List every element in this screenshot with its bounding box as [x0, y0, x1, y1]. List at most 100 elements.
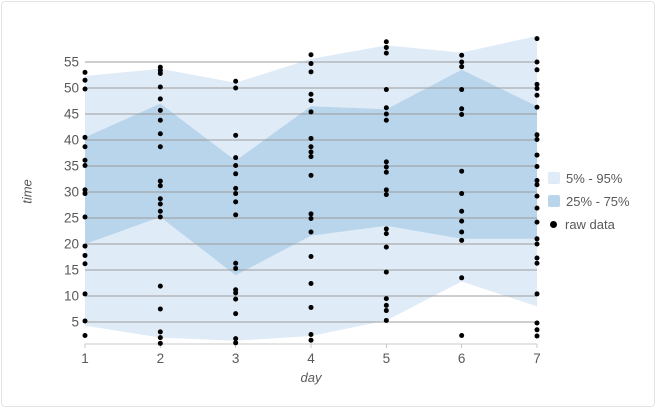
- x-tick-label: 1: [81, 351, 89, 366]
- raw-data-point: [534, 333, 540, 339]
- raw-data-point: [82, 191, 88, 197]
- legend-item-raw-data[interactable]: raw data: [548, 217, 630, 232]
- raw-data-point: [308, 149, 314, 155]
- raw-data-point: [534, 59, 540, 65]
- raw-data-point: [233, 191, 239, 197]
- raw-data-point: [534, 178, 540, 184]
- raw-data-point: [534, 132, 540, 138]
- band-dark-swatch-icon: [548, 195, 560, 207]
- raw-data-point: [459, 87, 465, 93]
- raw-data-point: [157, 183, 163, 189]
- raw-data-point: [233, 265, 239, 271]
- raw-data-point: [308, 109, 314, 115]
- raw-data-point: [157, 196, 163, 202]
- raw-data-point: [82, 243, 88, 249]
- raw-data-point: [308, 61, 314, 67]
- raw-data-point: [308, 304, 314, 310]
- y-tick-label: 45: [64, 107, 79, 122]
- y-tick-label: 40: [64, 133, 79, 148]
- band-25-75: [85, 69, 537, 276]
- raw-data-point: [233, 155, 239, 161]
- raw-data-point: [383, 317, 389, 323]
- raw-data-point: [383, 269, 389, 275]
- raw-data-point: [157, 208, 163, 214]
- raw-data-point: [82, 318, 88, 324]
- y-tick-labels: 5 10 15 20 25 30 35 40 45 50 55: [64, 55, 79, 330]
- raw-data-point: [459, 208, 465, 214]
- raw-data-point: [308, 154, 314, 160]
- raw-data-point: [157, 144, 163, 150]
- raw-data-point: [308, 69, 314, 75]
- legend-item-5-95[interactable]: 5% - 95%: [548, 171, 630, 186]
- raw-data-point: [82, 291, 88, 297]
- raw-data-point: [157, 96, 163, 102]
- raw-data-point: [534, 205, 540, 211]
- raw-data-point: [233, 199, 239, 205]
- raw-data-point: [157, 283, 163, 289]
- raw-data-point: [534, 182, 540, 188]
- raw-data-point: [534, 320, 540, 326]
- raw-data-point: [233, 78, 239, 84]
- raw-data-point: [233, 311, 239, 317]
- x-axis-title: day: [300, 370, 322, 385]
- legend-label: 25% - 75%: [566, 193, 630, 209]
- raw-data-point: [459, 64, 465, 70]
- raw-data-point: [534, 241, 540, 247]
- raw-data-point: [82, 86, 88, 92]
- raw-data-point: [534, 136, 540, 142]
- raw-data-point: [233, 296, 239, 302]
- raw-data-point: [308, 331, 314, 337]
- raw-data-point: [82, 187, 88, 193]
- raw-data-point: [157, 201, 163, 207]
- raw-data-point: [383, 105, 389, 111]
- raw-data-point: [157, 214, 163, 220]
- raw-data-point: [534, 36, 540, 42]
- x-tick-label: 6: [458, 351, 466, 366]
- raw-data-point: [233, 171, 239, 177]
- raw-data-point: [82, 261, 88, 267]
- y-axis-title: time: [19, 179, 35, 204]
- raw-data-point: [534, 255, 540, 261]
- raw-data-point: [534, 67, 540, 73]
- raw-data-point: [157, 329, 163, 335]
- raw-data-point: [459, 333, 465, 339]
- raw-data-point: [383, 39, 389, 45]
- y-tick-label: 55: [64, 55, 79, 70]
- raw-data-point: [459, 275, 465, 281]
- raw-data-point: [157, 70, 163, 76]
- raw-data-point: [233, 132, 239, 138]
- raw-data-point: [534, 104, 540, 110]
- raw-data-point: [459, 59, 465, 65]
- raw-data-point: [534, 291, 540, 297]
- raw-data-point: [82, 157, 88, 163]
- raw-data-point: [383, 296, 389, 302]
- legend-item-25-75[interactable]: 25% - 75%: [548, 193, 630, 209]
- raw-data-point: [459, 106, 465, 112]
- raw-data-point: [459, 218, 465, 224]
- x-tick-label: 2: [157, 351, 165, 366]
- raw-data-point: [459, 229, 465, 235]
- raw-data-point: [308, 253, 314, 259]
- raw-data-point: [534, 236, 540, 242]
- raw-data-point: [82, 333, 88, 339]
- raw-data-point: [534, 219, 540, 225]
- raw-data-point: [459, 168, 465, 174]
- raw-data-point: [383, 226, 389, 232]
- raw-data-point: [383, 111, 389, 117]
- raw-data-point: [233, 85, 239, 91]
- raw-data-point: [308, 144, 314, 150]
- raw-data-point: [233, 162, 239, 168]
- raw-data-point: [82, 77, 88, 83]
- y-tick-label: 10: [64, 289, 79, 304]
- raw-data-point: [534, 152, 540, 158]
- raw-data-point: [383, 159, 389, 165]
- raw-data-point: [459, 52, 465, 58]
- raw-data-point: [459, 191, 465, 197]
- x-tick-label: 4: [307, 351, 315, 366]
- x-axis: 1 2 3 4 5 6 7: [81, 343, 541, 366]
- raw-data-point: [383, 192, 389, 198]
- raw-data-point: [157, 335, 163, 341]
- raw-data-point: [233, 290, 239, 296]
